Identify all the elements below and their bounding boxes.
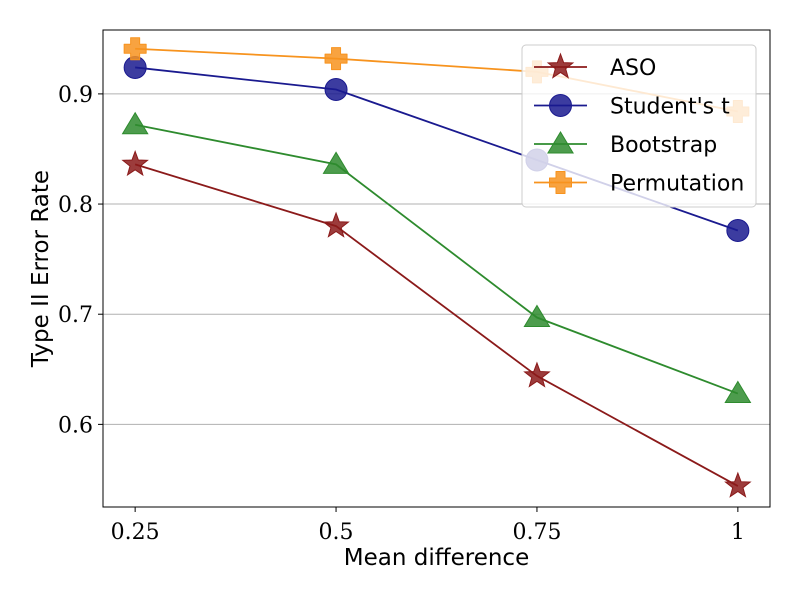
x-tick-label: 1 xyxy=(731,520,745,545)
data-point-permutation xyxy=(123,37,147,61)
legend-label: Student's t xyxy=(610,95,730,120)
legend-marker-permutation xyxy=(549,171,572,194)
x-tick-label: 0.25 xyxy=(111,520,160,545)
legend-item-permutation: Permutation xyxy=(534,171,744,197)
data-point-bootstrap xyxy=(724,380,752,404)
data-point-aso xyxy=(322,211,350,238)
series-bootstrap xyxy=(121,111,752,404)
data-point-aso xyxy=(523,361,551,388)
data-point-permutation xyxy=(324,47,348,71)
y-axis-title: Type II Error Rate xyxy=(28,170,54,368)
y-tick-label: 0.9 xyxy=(58,83,93,108)
data-point-aso xyxy=(724,471,752,498)
data-point-student-s-t xyxy=(324,77,348,101)
x-tick-label: 0.75 xyxy=(512,520,561,545)
legend-label: Permutation xyxy=(610,172,744,197)
legend-item-student-s-t: Student's t xyxy=(534,94,730,120)
series-line-aso xyxy=(134,163,739,487)
legend-marker-aso xyxy=(546,52,575,79)
legend-item-bootstrap: Bootstrap xyxy=(534,131,717,158)
y-tick-label: 0.8 xyxy=(58,193,93,218)
legend-label: ASO xyxy=(610,56,656,81)
legend-box xyxy=(521,44,757,208)
y-tick-label: 0.6 xyxy=(58,413,93,438)
x-tick-label: 0.5 xyxy=(319,520,354,545)
legend-label: Bootstrap xyxy=(610,133,717,158)
data-point-aso xyxy=(121,149,149,177)
data-point-bootstrap xyxy=(523,304,551,328)
data-point-bootstrap xyxy=(322,151,350,174)
legend-marker-bootstrap xyxy=(547,131,574,154)
axis-ticks: 0.25 0.5 0.75 1 0.6 0.7 0.8 0.9 xyxy=(58,83,745,545)
legend-marker-student-s-t xyxy=(549,94,572,117)
data-point-bootstrap xyxy=(121,111,149,135)
x-axis-title: Mean difference xyxy=(344,545,529,571)
series-aso xyxy=(121,149,752,498)
data-point-student-s-t xyxy=(726,218,750,242)
legend: ASO Student's t Bootstrap Permutation xyxy=(521,44,757,208)
plot-frame xyxy=(102,29,771,508)
legend-item-aso: ASO xyxy=(534,52,656,81)
y-tick-label: 0.7 xyxy=(58,303,93,328)
series-line-bootstrap xyxy=(134,123,739,395)
